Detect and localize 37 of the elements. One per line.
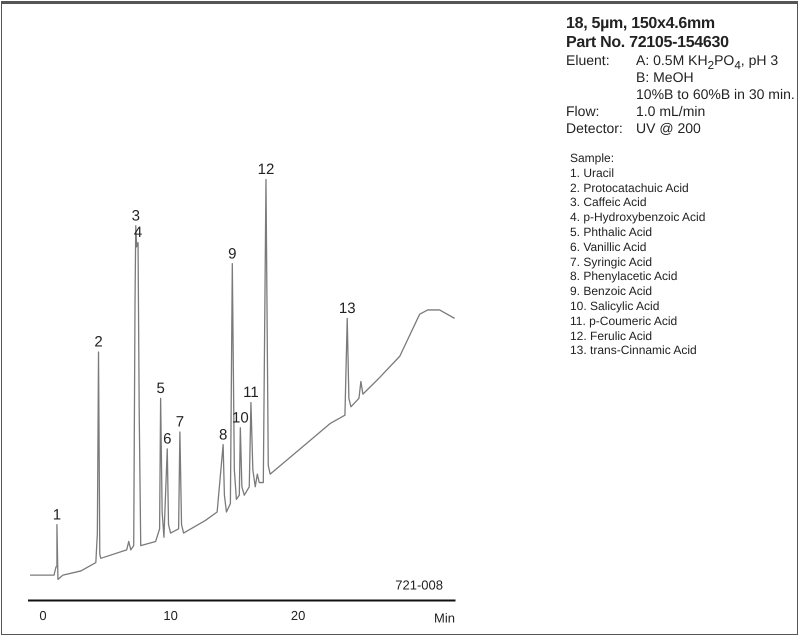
text: 7. Syringic Acid bbox=[570, 254, 654, 270]
annotation: 5 bbox=[156, 380, 165, 397]
text: 12. Ferulic Acid bbox=[570, 328, 654, 344]
annotation: 13 bbox=[338, 300, 356, 318]
annotation: 8 bbox=[218, 426, 228, 444]
text: Sample: bbox=[570, 151, 616, 166]
annotation: 7 bbox=[176, 414, 184, 431]
text: 8. Phenylacetic Acid bbox=[570, 269, 678, 284]
text: Detector: UV @ 200 bbox=[566, 120, 701, 137]
annotation: 11 bbox=[243, 384, 259, 402]
text: 4. p-Hydroxybenzoic Acid bbox=[570, 210, 706, 225]
annotation: 6 bbox=[163, 430, 172, 448]
x-tick-label: 20 bbox=[290, 608, 306, 623]
annotation: 721-008 bbox=[395, 577, 443, 592]
text: 10. Salicylic Acid bbox=[570, 298, 660, 314]
annotation: 9 bbox=[228, 245, 236, 262]
text: 9. Benzoic Acid bbox=[570, 284, 654, 299]
text: 18, 5µm, 150x4.6mm bbox=[566, 14, 716, 33]
text: 5. Phthalic Acid bbox=[570, 224, 654, 240]
x-tick-label: 0 bbox=[39, 608, 47, 623]
text: Eluent: A: 0.5M KH$_{2}$PO$_{4}$, pH 3 bbox=[566, 52, 778, 72]
text: B: MeOH bbox=[636, 69, 694, 86]
x-axis-title: Min bbox=[434, 610, 455, 626]
annotation: 1 bbox=[52, 506, 62, 524]
text: 3. Caffeic Acid bbox=[570, 195, 648, 210]
text: 11. p-Coumeric Acid bbox=[570, 314, 678, 329]
annotation: 12 bbox=[258, 161, 274, 178]
text: 1. Uracil bbox=[570, 166, 616, 181]
annotation: 2 bbox=[94, 334, 103, 351]
text: 6. Vanillic Acid bbox=[570, 240, 648, 255]
text: Part No. 72105-154630 bbox=[566, 33, 730, 52]
text: 2. Protocatachuic Acid bbox=[570, 180, 690, 196]
text: 10%B to 60%B in 30 min. bbox=[636, 86, 795, 103]
text: Flow: 1.0 mL/min bbox=[566, 103, 706, 119]
x-tick-label: 10 bbox=[163, 608, 178, 623]
text: 13. trans-Cinnamic Acid bbox=[570, 343, 698, 358]
annotation: 3 bbox=[132, 207, 140, 224]
